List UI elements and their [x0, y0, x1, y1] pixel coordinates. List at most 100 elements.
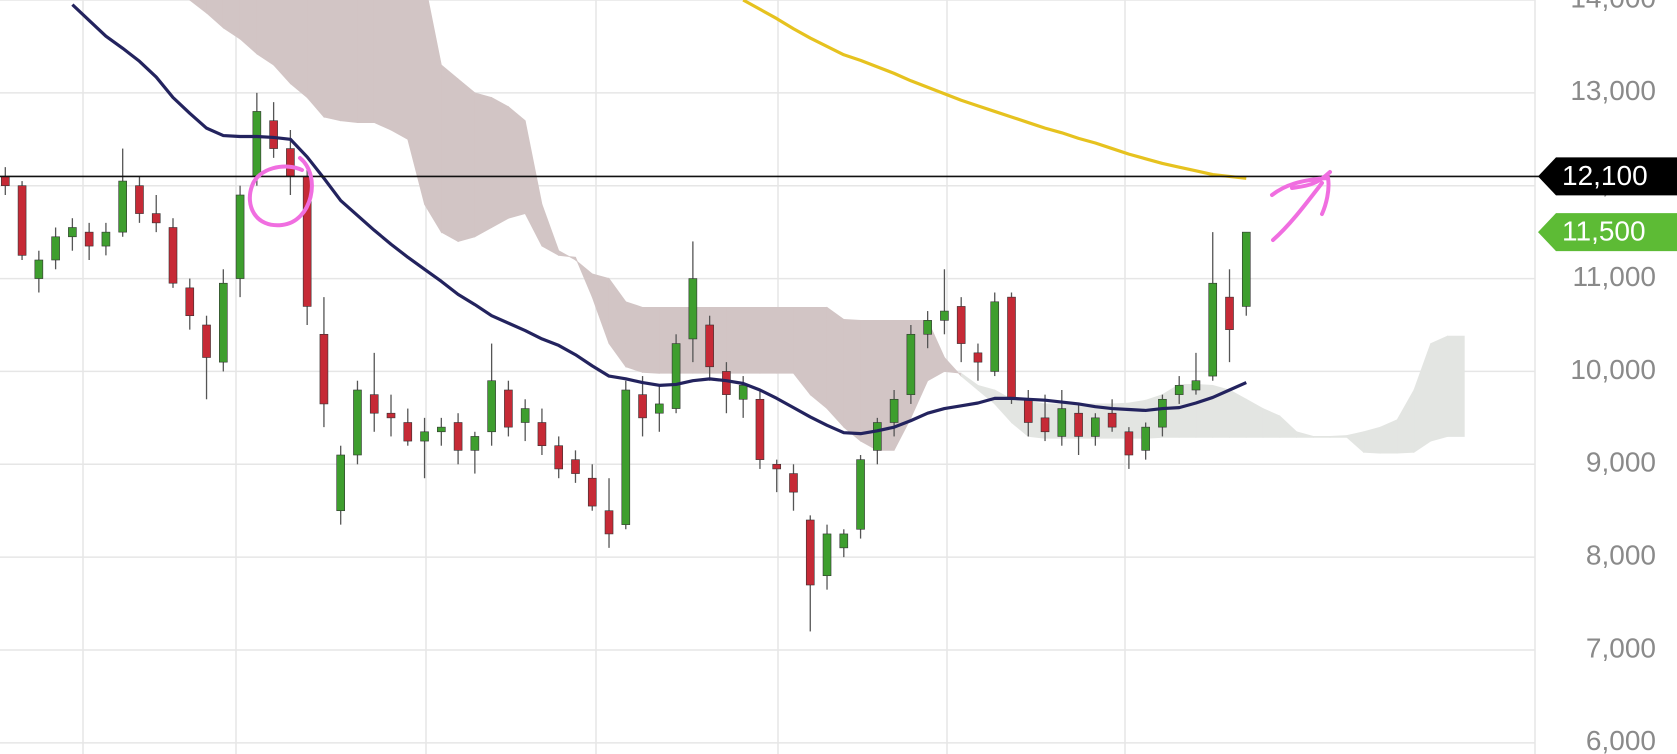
cloud-segment	[1296, 431, 1314, 438]
candle-body	[135, 185, 144, 214]
candle-body	[655, 403, 664, 414]
candle-body	[973, 352, 983, 363]
candle-body	[671, 343, 681, 409]
candle-body	[269, 120, 278, 149]
candle-body	[1241, 231, 1251, 307]
cloud-segment	[457, 78, 476, 242]
candle-body	[504, 389, 513, 428]
candle-body	[1074, 412, 1083, 437]
cloud-segment	[793, 306, 811, 396]
y-tick-label: 10,000	[1570, 354, 1656, 385]
candle-body	[537, 422, 547, 447]
cloud-segment	[206, 0, 224, 29]
cloud-segment	[742, 306, 761, 374]
candle-body	[369, 394, 379, 414]
candle-body	[0, 176, 10, 187]
candle-body	[587, 477, 597, 507]
candle-body	[755, 398, 765, 460]
cloud-segment	[390, 0, 409, 140]
cloud-segment	[306, 0, 325, 119]
cloud-segment	[960, 372, 979, 391]
cloud-segment	[826, 306, 845, 429]
candle-body	[353, 389, 362, 456]
cloud-segment	[1329, 435, 1348, 438]
candle-body	[873, 422, 882, 451]
candle-body	[1040, 417, 1050, 433]
cloud-segment	[558, 250, 576, 261]
price-tag	[1538, 213, 1677, 252]
candle-body	[705, 324, 714, 368]
cloud-segment	[440, 64, 459, 243]
candle-body	[487, 380, 496, 433]
cloud-segment	[1195, 384, 1214, 438]
candle-body	[1007, 296, 1016, 400]
cloud-segment	[1312, 436, 1331, 438]
candle-body	[202, 324, 211, 358]
cloud-segment	[575, 257, 593, 298]
cloud-segment	[843, 319, 861, 442]
cloud-segment	[1245, 398, 1264, 438]
cloud-segment	[625, 301, 643, 373]
candle-body	[34, 259, 44, 279]
candle-body	[1023, 398, 1033, 423]
cloud-segment	[759, 306, 778, 374]
cloud-segment	[809, 306, 828, 410]
candle-body	[118, 180, 127, 233]
y-tick-label: 9,000	[1586, 447, 1656, 478]
cloud-segment	[1363, 426, 1381, 454]
candle-body	[722, 371, 731, 395]
moving-average-line	[71, 3, 1247, 436]
candle-body	[17, 185, 27, 256]
candle-body	[403, 422, 413, 442]
candle-body	[906, 333, 916, 395]
candle-body	[68, 227, 77, 238]
candle-body	[219, 282, 228, 363]
candle-body	[1208, 282, 1218, 377]
cloud-segment	[424, 0, 442, 234]
cloud-segment	[373, 0, 392, 131]
candle-body	[889, 398, 899, 423]
candle-body	[956, 306, 966, 344]
candle-body	[470, 436, 480, 451]
cloud-segment	[1430, 335, 1448, 442]
cloud-segment	[474, 92, 493, 238]
candle-body	[1174, 385, 1184, 395]
y-tick-label: 7,000	[1586, 632, 1656, 663]
candle-body	[453, 422, 463, 451]
cloud-segment	[273, 0, 291, 85]
cloud-segment	[1447, 335, 1465, 437]
cloud-segment	[726, 306, 744, 374]
cloud-segment	[591, 273, 610, 344]
candle-body	[1057, 408, 1067, 437]
cloud-segment	[524, 120, 543, 247]
candle-body	[1124, 431, 1134, 456]
cloud-segment	[776, 306, 794, 374]
hand-annotation	[247, 156, 1332, 242]
y-tick-label: 14,000	[1570, 0, 1656, 13]
candle-body	[621, 389, 631, 525]
cloud-segment	[1413, 343, 1432, 453]
candle-body	[1158, 398, 1167, 428]
cloud-segment	[340, 0, 358, 124]
candle-body	[772, 463, 782, 470]
cloud-segment	[608, 277, 627, 369]
candle-body	[437, 426, 446, 433]
candle-body	[1141, 426, 1150, 451]
cloud-segment	[239, 0, 258, 55]
y-tick-label: 11,000	[1572, 261, 1656, 292]
candle-body	[554, 445, 564, 470]
candle-body	[336, 454, 346, 512]
cloud-segment	[289, 0, 308, 99]
candle-body	[1225, 296, 1234, 330]
candle-body	[839, 533, 849, 549]
cloud-segment	[1346, 431, 1365, 454]
annotation-circle	[247, 156, 314, 228]
moving-average-line	[742, 0, 1247, 180]
candle-body	[805, 519, 815, 586]
candle-body	[101, 231, 111, 247]
candle-body	[822, 533, 832, 577]
cloud-segment	[256, 0, 275, 66]
candle-body	[520, 408, 530, 423]
candle-body	[738, 385, 748, 400]
candle-body	[51, 236, 60, 261]
